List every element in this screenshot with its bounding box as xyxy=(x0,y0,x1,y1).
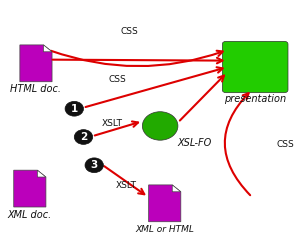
Polygon shape xyxy=(37,170,46,177)
Text: CSS: CSS xyxy=(121,27,138,36)
Text: CSS: CSS xyxy=(108,75,126,84)
Polygon shape xyxy=(172,185,181,192)
Circle shape xyxy=(65,102,83,116)
Polygon shape xyxy=(149,185,181,222)
Text: presentation: presentation xyxy=(224,94,286,104)
Polygon shape xyxy=(14,170,46,207)
Text: XSL-FO: XSL-FO xyxy=(177,138,211,148)
Circle shape xyxy=(74,130,93,144)
Text: 1: 1 xyxy=(71,104,78,114)
Text: HTML doc.: HTML doc. xyxy=(10,84,62,94)
Polygon shape xyxy=(43,45,52,52)
Text: CSS: CSS xyxy=(277,140,295,149)
FancyBboxPatch shape xyxy=(222,41,288,93)
Circle shape xyxy=(142,112,178,140)
Text: XML doc.: XML doc. xyxy=(8,210,52,220)
Text: 2: 2 xyxy=(80,132,87,142)
Text: XSLT: XSLT xyxy=(115,181,136,190)
Text: XML or HTML: XML or HTML xyxy=(135,225,194,234)
Text: XSLT: XSLT xyxy=(102,119,123,128)
Text: 3: 3 xyxy=(91,160,98,170)
Polygon shape xyxy=(20,45,52,82)
Circle shape xyxy=(85,158,103,173)
